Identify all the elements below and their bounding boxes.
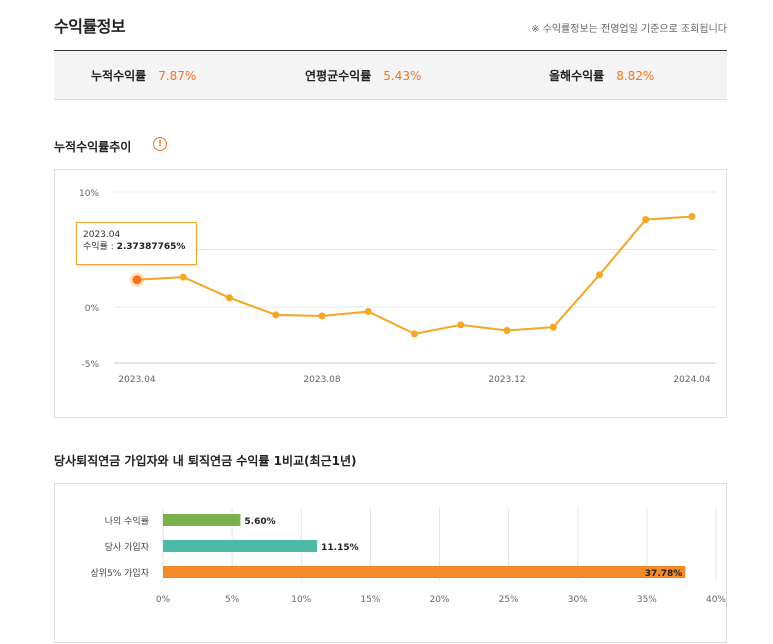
bar-chart-container: 0% 5% 10% 15% 20% 25% 30% 35% 40% 나의 수익률 5.60% 당사 가…	[54, 483, 727, 643]
y-tick-label: 0%	[85, 304, 100, 314]
data-point	[132, 275, 142, 285]
info-icon[interactable]: !	[153, 137, 167, 151]
data-point	[549, 323, 557, 331]
x-tick-label: 40%	[706, 595, 726, 605]
x-tick-label: 2024.04	[673, 375, 710, 385]
data-point	[457, 321, 465, 329]
bar-chart: 0% 5% 10% 15% 20% 25% 30% 35% 40% 나의 수익률 5.60% 당사 가…	[90, 508, 726, 605]
ytd-return-label: 올해수익률	[549, 69, 605, 83]
x-tick-label: 0%	[156, 595, 171, 605]
bar	[163, 514, 241, 526]
x-tick-label: 20%	[429, 595, 449, 605]
tooltip-label: 수익률 :	[83, 242, 117, 252]
x-tick-label: 15%	[360, 595, 380, 605]
data-point	[364, 307, 372, 315]
series-line	[136, 215, 693, 335]
x-tick-label: 2023.04	[118, 375, 155, 385]
annualized-return-value: 5.43%	[383, 69, 422, 83]
data-point	[642, 216, 650, 224]
bar-value-label: 11.15%	[321, 543, 359, 553]
bar-category-label: 나의 수익률	[105, 515, 149, 527]
notice-text: ※ 수익률정보는 전영업일 기준으로 조회됩니다	[531, 24, 727, 35]
cumulative-return-label: 누적수익률	[91, 69, 147, 83]
line-chart: 10% 0% -5% 2023.04 2023.08 2023.12 2024.04	[79, 189, 716, 385]
data-point	[688, 212, 696, 220]
annualized-return-label: 연평균수익률	[305, 69, 372, 83]
comparison-chart-title: 당사퇴직연금 가입자와 내 퇴직연금 수익률 1비교(최근1년)	[54, 454, 357, 468]
x-tick-label: 5%	[225, 595, 240, 605]
cumulative-return-value: 7.87%	[158, 69, 197, 83]
x-tick-label: 10%	[291, 595, 311, 605]
data-point	[596, 271, 603, 279]
x-tick-label: 35%	[637, 595, 657, 605]
bar	[163, 566, 686, 578]
x-tick-label: 30%	[568, 595, 588, 605]
annualized-return: 연평균수익률 5.43%	[305, 67, 421, 84]
summary-bar: 누적수익률 7.87% 연평균수익률 5.43% 올해수익률 8.82%	[54, 51, 727, 100]
data-point	[503, 327, 511, 335]
x-tick-label: 25%	[499, 595, 519, 605]
data-point	[179, 273, 187, 281]
tooltip-value: 2.37387765%	[116, 242, 186, 252]
data-point	[318, 312, 326, 320]
bar-value-label: 5.60%	[244, 517, 275, 527]
bar-category-label: 상위5% 가입자	[90, 567, 149, 579]
trend-chart-title: 누적수익률추이	[54, 140, 132, 154]
x-tick-label: 2023.12	[488, 375, 525, 385]
header-divider	[54, 50, 727, 51]
data-point	[226, 294, 233, 302]
ytd-return-value: 8.82%	[616, 69, 655, 83]
line-chart-container: 10% 0% -5% 2023.04 2023.08 2023.12 2024.04	[54, 169, 727, 418]
cumulative-return: 누적수익률 7.87%	[91, 67, 196, 84]
bar-category-label: 당사 가입자	[105, 541, 150, 553]
tooltip-value-row: 수익률 : 2.37387765%	[83, 241, 190, 253]
tooltip-date: 2023.04	[83, 230, 121, 240]
data-point	[411, 330, 418, 338]
bar	[163, 540, 318, 552]
x-tick-label: 2023.08	[303, 375, 340, 385]
chart-tooltip: 2023.04 수익률 : 2.37387765%	[76, 222, 197, 265]
y-tick-label: 10%	[79, 189, 99, 199]
bar-value-label: 37.78%	[645, 569, 683, 579]
data-point	[272, 311, 280, 319]
section-title: 수익률정보	[54, 17, 126, 36]
y-tick-label: -5%	[81, 360, 99, 370]
ytd-return: 올해수익률 8.82%	[549, 67, 654, 84]
